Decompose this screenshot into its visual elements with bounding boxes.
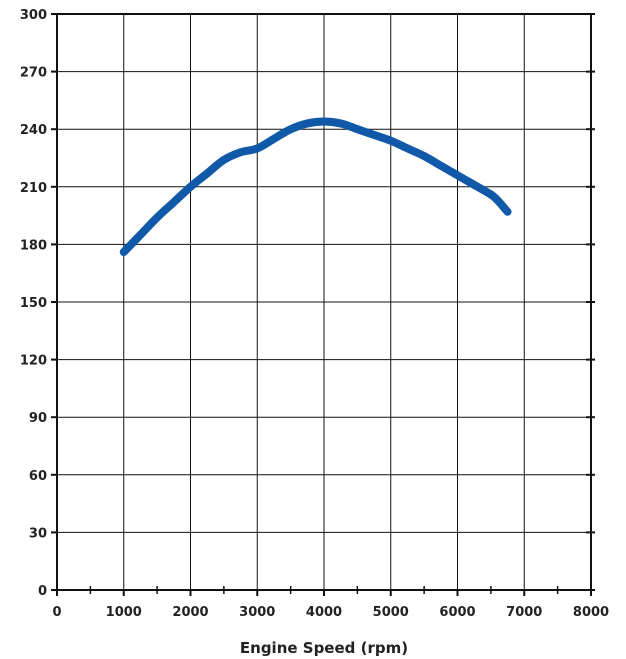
x-tick-label: 2000 bbox=[172, 605, 208, 620]
x-tick-label: 7000 bbox=[506, 605, 542, 620]
x-tick-labels: 0 1000 2000 3000 4000 5000 6000 7000 8000 bbox=[52, 605, 609, 620]
y-tick-label: 30 bbox=[29, 526, 47, 541]
y-tick-label: 150 bbox=[20, 296, 47, 311]
x-tick-label: 4000 bbox=[306, 605, 342, 620]
x-tick-label: 5000 bbox=[373, 605, 409, 620]
y-tick-label: 210 bbox=[20, 181, 47, 196]
y-tick-label: 270 bbox=[20, 66, 47, 81]
x-axis-title: Engine Speed (rpm) bbox=[240, 639, 408, 657]
x-tick-label: 6000 bbox=[439, 605, 475, 620]
x-tick-label: 8000 bbox=[573, 605, 609, 620]
y-tick-label: 180 bbox=[20, 238, 47, 253]
x-tick-label: 1000 bbox=[106, 605, 142, 620]
x-tick-label: 0 bbox=[52, 605, 61, 620]
y-tick-label: 60 bbox=[29, 469, 47, 484]
y-tick-label: 300 bbox=[20, 8, 47, 23]
y-tick-label: 90 bbox=[29, 411, 47, 426]
x-tick-label: 3000 bbox=[239, 605, 275, 620]
y-tick-label: 120 bbox=[20, 354, 47, 369]
y-tick-label: 0 bbox=[38, 584, 47, 599]
y-tick-label: 240 bbox=[20, 123, 47, 138]
